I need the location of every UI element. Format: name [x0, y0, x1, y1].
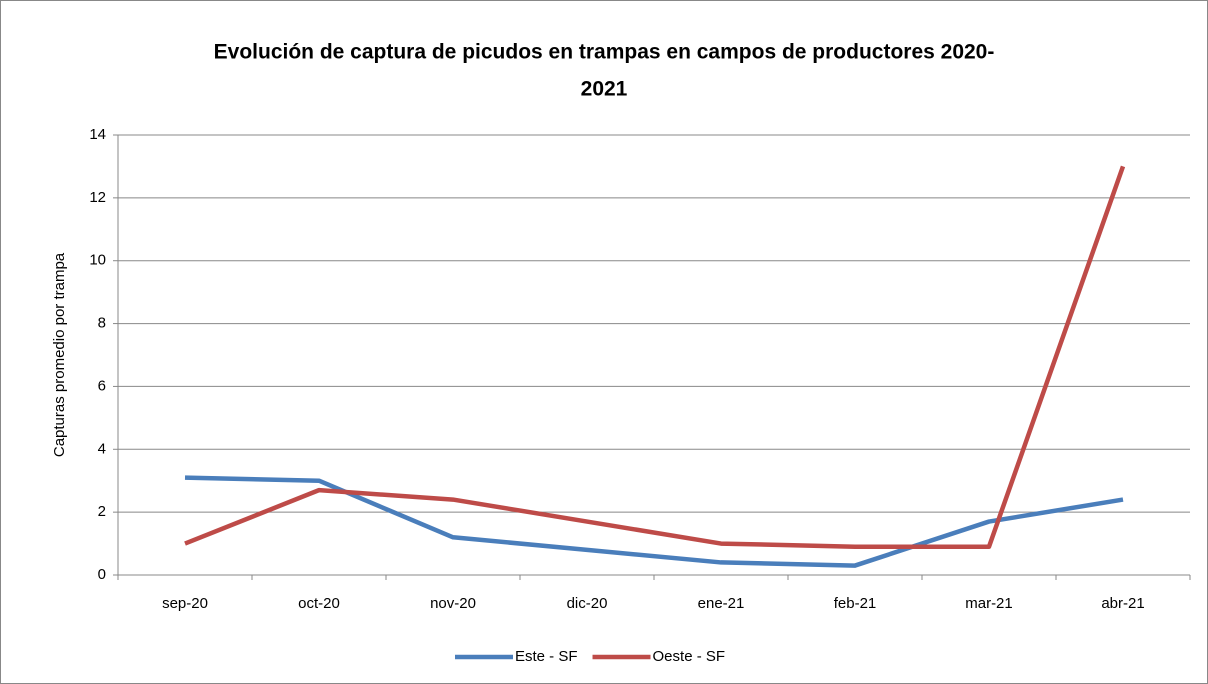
- y-axis-label: Capturas promedio por trampa: [51, 252, 68, 457]
- x-tick-label: feb-21: [834, 595, 877, 612]
- chart-title: Evolución de captura de picudos en tramp…: [214, 41, 995, 64]
- legend-label: Este - SF: [515, 648, 578, 665]
- x-tick-label: nov-20: [430, 595, 476, 612]
- legend-label: Oeste - SF: [653, 648, 726, 665]
- y-tick-label: 8: [98, 315, 106, 332]
- y-tick-label: 10: [89, 252, 106, 269]
- x-tick-label: sep-20: [162, 595, 208, 612]
- y-tick-label: 6: [98, 377, 106, 394]
- series-line: [184, 165, 1126, 549]
- y-tick-label: 4: [98, 440, 106, 457]
- x-tick-label: ene-21: [698, 595, 745, 612]
- chart-title: 2021: [581, 78, 628, 101]
- x-tick-label: dic-20: [567, 595, 608, 612]
- x-tick-label: oct-20: [298, 595, 340, 612]
- y-tick-label: 2: [98, 503, 106, 520]
- y-tick-label: 12: [89, 189, 106, 206]
- x-tick-label: abr-21: [1101, 595, 1144, 612]
- y-tick-label: 14: [89, 126, 106, 143]
- x-tick-label: mar-21: [965, 595, 1013, 612]
- y-tick-label: 0: [98, 566, 106, 583]
